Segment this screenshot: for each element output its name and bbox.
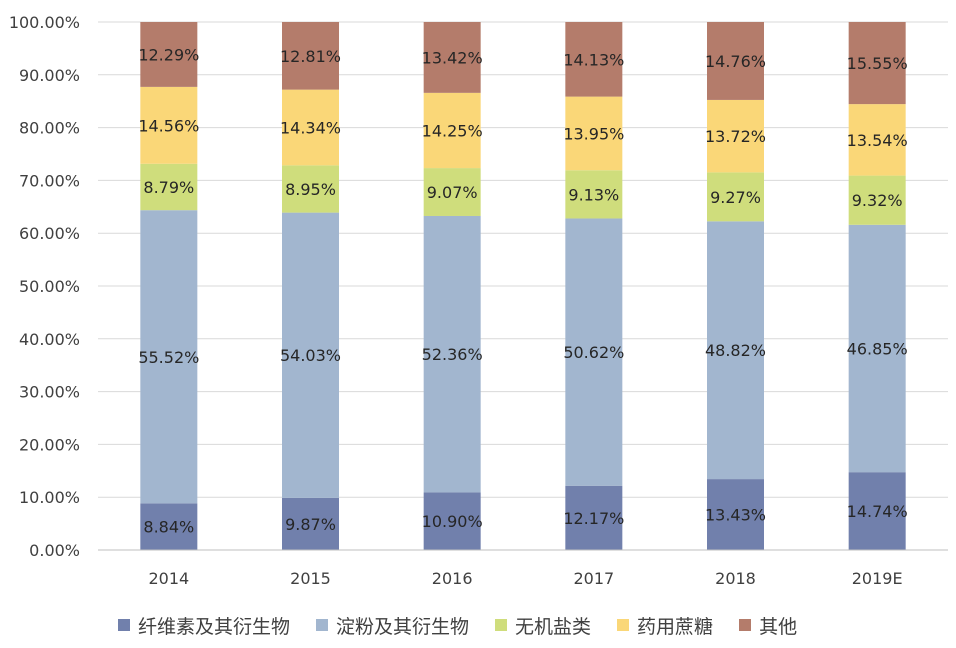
data-label: 14.56% — [138, 116, 199, 135]
x-tick-label: 2019E — [852, 569, 903, 588]
y-tick-label: 0.00% — [29, 541, 80, 560]
data-label: 9.13% — [568, 185, 619, 204]
bar-segment — [423, 215, 481, 493]
legend-swatch — [316, 619, 329, 631]
data-label: 54.03% — [280, 346, 341, 365]
bar-segment — [848, 22, 906, 105]
bar-segment — [565, 218, 623, 486]
bar-segment — [282, 497, 339, 550]
bar-segment — [282, 165, 339, 213]
y-tick-label: 90.00% — [19, 66, 80, 85]
bar-segment — [423, 492, 481, 550]
data-label: 13.95% — [563, 124, 624, 143]
y-tick-label: 10.00% — [19, 488, 80, 507]
data-label: 14.25% — [422, 121, 483, 140]
data-label: 13.54% — [847, 131, 908, 150]
y-tick-label: 30.00% — [19, 383, 80, 402]
bar-segment — [707, 172, 764, 222]
bar-segment — [565, 170, 623, 219]
data-label: 12.29% — [138, 45, 199, 64]
data-label: 14.76% — [705, 52, 766, 71]
legend-item: 无机盐类 — [495, 612, 591, 639]
data-label: 9.87% — [285, 515, 336, 534]
y-tick-label: 40.00% — [19, 330, 80, 349]
legend-item: 其他 — [739, 612, 797, 639]
data-label: 14.13% — [563, 50, 624, 69]
legend-label: 淀粉及其衍生物 — [336, 615, 470, 638]
legend-swatch — [118, 619, 130, 631]
bar-segment — [282, 212, 339, 498]
data-label: 55.52% — [138, 348, 199, 367]
y-tick-label: 60.00% — [19, 224, 80, 243]
data-label: 14.34% — [280, 118, 341, 137]
legend-item: 纤维素及其衍生物 — [118, 612, 290, 639]
bar-segment — [848, 224, 906, 473]
data-label: 8.95% — [285, 180, 336, 199]
legend-swatch — [739, 619, 752, 631]
x-tick-label: 2018 — [715, 569, 756, 588]
y-tick-label: 20.00% — [19, 435, 80, 454]
data-label: 13.72% — [705, 127, 766, 146]
bar-segment — [140, 86, 198, 164]
chart-svg: 0.00% 10.00% 20.00% 30.00% 40.00% 50.00% 60.00… — [9, 13, 948, 588]
y-tick-label: 70.00% — [19, 171, 80, 190]
bar-segment — [282, 89, 339, 166]
data-label: 13.42% — [422, 48, 483, 67]
bar-segment — [707, 99, 764, 173]
data-label: 15.55% — [847, 54, 908, 73]
bar-segment — [707, 479, 764, 550]
bar-segment — [565, 485, 623, 550]
x-tick-label: 2014 — [148, 569, 189, 588]
data-label: 12.81% — [280, 47, 341, 66]
legend-label: 无机盐类 — [515, 615, 592, 638]
bar-segment — [140, 210, 198, 504]
data-label: 9.32% — [852, 191, 903, 210]
bar-segment — [140, 163, 198, 211]
data-label: 8.84% — [143, 518, 194, 537]
bar-segment — [848, 104, 906, 176]
data-label: 46.85% — [847, 339, 908, 358]
legend-item: 淀粉及其衍生物 — [316, 612, 469, 639]
bar-segment — [565, 96, 623, 171]
y-tick-label: 50.00% — [19, 277, 80, 296]
bar-segment — [282, 22, 339, 90]
data-label: 48.82% — [705, 341, 766, 360]
bar-segment — [848, 472, 906, 550]
data-label: 13.43% — [705, 506, 766, 525]
data-label: 52.36% — [422, 345, 483, 364]
x-tick-label: 2017 — [573, 569, 614, 588]
legend-label: 其他 — [759, 615, 798, 638]
data-label: 9.27% — [710, 188, 761, 207]
bar-segment — [565, 22, 623, 97]
bar-segment — [423, 168, 481, 216]
data-label: 10.90% — [422, 512, 483, 531]
bar-segment — [423, 22, 481, 93]
y-tick-label: 100.00% — [9, 13, 80, 32]
bar-segment — [707, 221, 764, 480]
bar-segment — [423, 92, 481, 169]
x-tick-label: 2015 — [290, 569, 331, 588]
x-tick-label: 2016 — [432, 569, 473, 588]
data-label: 12.17% — [563, 509, 624, 528]
data-label: 9.07% — [427, 183, 478, 202]
y-tick-label: 80.00% — [19, 119, 80, 138]
legend-swatch — [617, 619, 630, 631]
bar-segment — [707, 22, 764, 100]
data-label: 8.79% — [143, 178, 194, 197]
legend-item: 药用蔗糖 — [617, 612, 713, 639]
bar-segment — [848, 175, 906, 225]
bar-segment — [140, 22, 198, 87]
data-label: 50.62% — [563, 343, 624, 362]
legend: 纤维素及其衍生物 淀粉及其衍生物 无机盐类 药用蔗糖 其他 — [118, 608, 797, 642]
bar-segment — [140, 503, 198, 550]
legend-swatch — [495, 619, 508, 631]
legend-label: 纤维素及其衍生物 — [138, 615, 291, 638]
data-label: 14.74% — [847, 502, 908, 521]
legend-label: 药用蔗糖 — [637, 615, 714, 638]
